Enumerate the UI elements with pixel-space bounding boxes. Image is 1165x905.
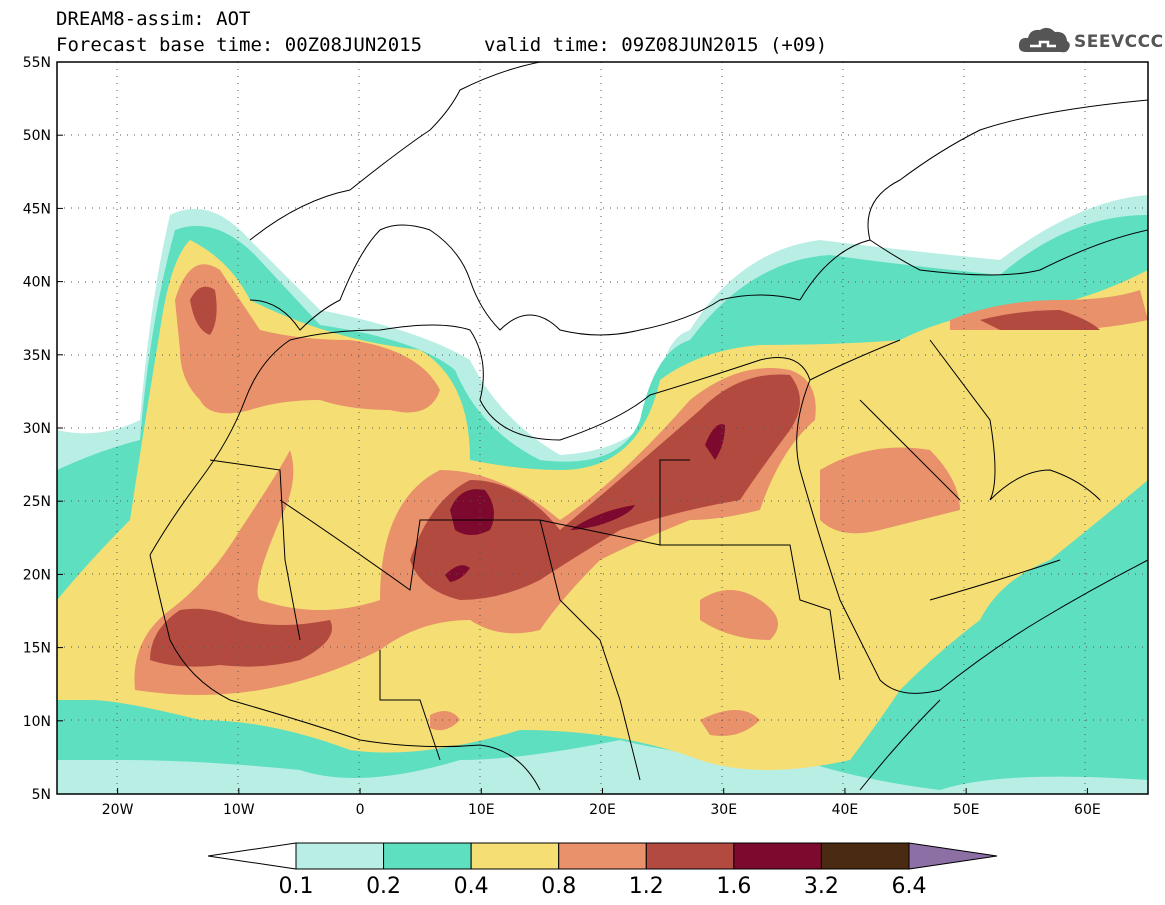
forecast-base-time: Forecast base time: 00Z08JUN2015: [56, 34, 423, 56]
colorbar-level-label: 0.1: [279, 874, 314, 899]
lon-ticks: 20W 10W 0 10E 20E 30E 40E 50E 60E: [102, 788, 1101, 818]
lon-tick-label: 40E: [832, 802, 859, 818]
seevccc-logo: SEEVCCC: [1016, 22, 1163, 62]
valid-time: valid time: 09Z08JUN2015 (+09): [484, 34, 828, 56]
lon-tick-label: 60E: [1074, 802, 1101, 818]
lat-tick-label: 15N: [23, 641, 51, 657]
colorbar-high-arrow: [908, 842, 998, 870]
colorbar-level-label: 1.6: [716, 874, 751, 899]
lat-tick-label: 55N: [23, 55, 51, 71]
lon-tick-label: 30E: [710, 802, 737, 818]
lat-tick-label: 25N: [23, 494, 51, 510]
lat-tick-label: 40N: [23, 275, 51, 291]
logo-text: SEEVCCC: [1074, 32, 1164, 52]
colorbar-box: [295, 842, 385, 870]
lat-tick-label: 10N: [23, 714, 51, 730]
colorbar: 0.1 0.2 0.4 0.8 1.2 1.6 3.2 6.4: [207, 842, 998, 899]
lat-tick-label: 30N: [23, 421, 51, 437]
colorbar-level-label: 6.4: [892, 874, 927, 899]
lon-tick-label: 20E: [589, 802, 616, 818]
lon-tick-label: 20W: [102, 802, 134, 818]
colorbar-low-arrow: [207, 842, 297, 870]
colorbar-box: [558, 842, 647, 870]
lon-tick-label: 10W: [223, 802, 255, 818]
lat-tick-label: 50N: [23, 128, 51, 144]
lon-tick-label: 50E: [953, 802, 980, 818]
colorbar-level-label: 1.2: [629, 874, 664, 899]
cloud-icon: [1018, 27, 1070, 53]
aot-field: [57, 62, 1148, 794]
colorbar-level-label: 0.8: [541, 874, 576, 899]
lat-tick-label: 20N: [23, 567, 51, 583]
colorbar-level-label: 0.2: [366, 874, 401, 899]
lat-ticks: 55N 50N 45N 40N 35N 30N 25N 20N 15N 10N 5N: [23, 55, 63, 803]
colorbar-box: [383, 842, 472, 870]
lon-tick-label: 0: [356, 802, 365, 818]
lon-tick-label: 10E: [468, 802, 495, 818]
colorbar-box: [733, 842, 822, 870]
colorbar-box: [820, 842, 910, 870]
map-title: DREAM8-assim: AOT: [56, 8, 251, 30]
colorbar-box: [645, 842, 735, 870]
coastlines: [149, 62, 1148, 791]
colorbar-box: [470, 842, 560, 870]
lat-tick-label: 5N: [32, 787, 51, 803]
lat-tick-label: 45N: [23, 201, 51, 217]
lat-tick-label: 35N: [23, 348, 51, 364]
colorbar-level-label: 0.4: [454, 874, 489, 899]
colorbar-level-label: 3.2: [804, 874, 839, 899]
